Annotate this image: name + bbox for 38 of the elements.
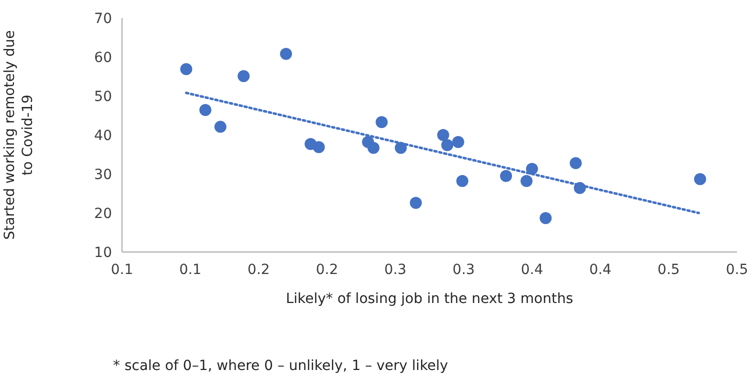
point [441, 139, 454, 152]
point [570, 157, 582, 170]
point [376, 116, 388, 128]
point [410, 196, 422, 209]
x-tick-label: 0.5 [658, 262, 680, 278]
y-tick-label: 10 [94, 244, 112, 261]
point [520, 175, 533, 188]
y-axis-title: Started working remotely due to Covid-19 [2, 30, 36, 240]
point [437, 129, 450, 141]
point [280, 48, 292, 60]
x-tick-label: 0.4 [520, 262, 544, 278]
y-tick-label: 40 [94, 128, 112, 144]
point [367, 142, 380, 154]
x-tick-label: 0.2 [316, 262, 338, 278]
text: * scale of 0–1, where 0 – unlikely, 1 – very likely [113, 358, 448, 374]
point [540, 212, 552, 224]
point [694, 173, 706, 186]
x-tick-label: 0.3 [384, 262, 406, 278]
x-tick-label: 0.1 [110, 262, 134, 278]
point [238, 70, 250, 82]
y-tick-label: 30 [94, 166, 112, 183]
point [214, 120, 226, 133]
point [199, 104, 212, 116]
point [500, 170, 512, 182]
x-tick-label: 0.4 [589, 262, 612, 278]
x-tick-label: 0.3 [452, 262, 475, 278]
y-tick-label: 20 [94, 206, 112, 222]
y-tick-label: 70 [94, 10, 112, 27]
x-tick-label: 0.5 [726, 262, 748, 278]
x-axis-title: Likely* of losing job in the next 3 months [286, 291, 574, 307]
point [452, 136, 464, 148]
x-tick-label: 0.2 [248, 262, 270, 278]
y-tick-label: 50 [94, 88, 112, 105]
y-tick-label: 60 [94, 50, 112, 66]
point [312, 141, 325, 154]
x-tick-label: 0.1 [179, 262, 202, 278]
point [180, 63, 192, 76]
point [456, 175, 468, 188]
